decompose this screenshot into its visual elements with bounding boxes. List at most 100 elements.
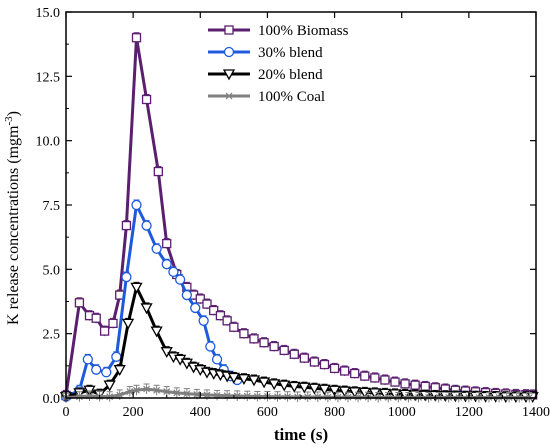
data-point [99, 326, 110, 336]
y-axis-label-close: ) [5, 111, 22, 116]
data-point [131, 199, 142, 211]
data-point [227, 372, 240, 384]
data-point-stroke [153, 386, 161, 394]
data-point [222, 316, 232, 326]
data-point [82, 354, 93, 365]
data-point [278, 380, 291, 392]
data-point-stroke [126, 388, 134, 395]
data-point [168, 266, 179, 278]
data-point [328, 385, 341, 397]
data-point [298, 382, 311, 394]
data-point [113, 365, 126, 377]
x-tick-label: 1400 [522, 405, 550, 420]
data-point [91, 364, 102, 375]
data-point-stroke [304, 393, 312, 401]
data-point [130, 282, 143, 294]
data-point [192, 390, 201, 398]
data-point [125, 388, 134, 395]
legend-label: 100% Coal [258, 89, 325, 105]
legend-label: 20% blend [258, 67, 323, 83]
y-tick-label: 15.0 [36, 6, 61, 21]
y-axis-label-superscript: -3 [3, 116, 15, 126]
data-point [140, 303, 153, 315]
data-point [323, 393, 332, 401]
data-point [202, 299, 212, 309]
data-point-stroke [133, 386, 140, 394]
data-point [360, 371, 370, 381]
data-point [259, 338, 269, 348]
data-point [237, 374, 251, 386]
series-100-biomass [61, 32, 538, 401]
data-point-stroke [344, 393, 352, 401]
data-point-stroke [354, 393, 362, 401]
data-point [318, 384, 331, 396]
y-tick-label: 2.5 [43, 328, 61, 343]
data-point-stroke [116, 391, 124, 399]
legend-item: 100% Coal [208, 89, 325, 105]
data-point [370, 373, 380, 383]
data-point [115, 391, 124, 399]
data-point [223, 46, 235, 58]
data-point [390, 377, 400, 387]
data-point [319, 359, 330, 370]
data-point [162, 388, 171, 395]
legend-label: 30% blend [258, 45, 323, 61]
data-point-stroke [324, 393, 332, 401]
legend-item: 100% Biomass [208, 23, 349, 39]
data-point [101, 367, 112, 378]
data-point [333, 393, 342, 401]
data-point [132, 386, 141, 394]
data-point-stroke [294, 393, 302, 401]
y-tick-label: 5.0 [43, 263, 61, 278]
data-point [174, 274, 186, 285]
series-20-blend [59, 281, 539, 404]
data-point [141, 94, 152, 105]
data-point [224, 25, 234, 35]
data-point [269, 341, 279, 352]
data-point [299, 353, 310, 363]
x-tick-label: 200 [123, 405, 144, 420]
data-point [229, 322, 239, 332]
data-point-stroke [225, 92, 233, 100]
data-point [162, 238, 172, 249]
data-point [308, 383, 321, 395]
data-point [222, 69, 236, 81]
data-point [400, 379, 410, 389]
data-point [205, 341, 216, 352]
data-point [190, 302, 201, 314]
y-axis-label: K release concentrations (mgm-3) [3, 111, 22, 325]
data-point [313, 393, 322, 401]
data-point [344, 393, 352, 401]
x-axis-label: time (s) [274, 425, 328, 444]
data-point [225, 92, 233, 100]
data-point [203, 391, 211, 399]
data-point [142, 385, 151, 393]
data-point [151, 243, 162, 254]
data-point [358, 387, 371, 399]
data-point [309, 357, 320, 367]
data-point [103, 380, 116, 392]
data-point-stroke [173, 389, 181, 397]
data-point-stroke [163, 388, 171, 395]
data-point [293, 393, 302, 401]
data-point [420, 381, 430, 392]
data-point [121, 220, 132, 231]
data-point [122, 318, 135, 330]
data-point [338, 386, 351, 398]
data-point [303, 393, 312, 401]
x-tick-label: 800 [324, 405, 345, 420]
data-point [247, 375, 261, 387]
x-tick-label: 400 [190, 405, 211, 420]
data-point [239, 329, 249, 339]
data-point [152, 386, 161, 394]
y-tick-label: 0.0 [43, 392, 61, 407]
data-point [153, 166, 163, 177]
data-point [380, 375, 390, 385]
data-point [257, 377, 271, 389]
x-tick-label: 0 [63, 405, 70, 420]
legend-item: 20% blend [208, 67, 323, 83]
data-point [131, 33, 142, 43]
data-point [172, 389, 181, 397]
y-axis-label-main: K release concentrations (mgm [5, 125, 22, 325]
